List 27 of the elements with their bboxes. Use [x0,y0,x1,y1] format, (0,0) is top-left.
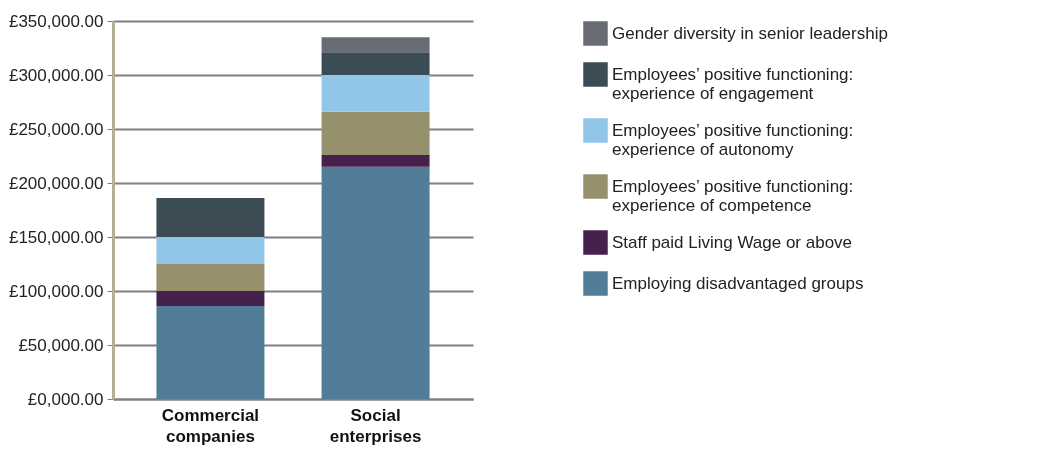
legend-label: Employing disadvantaged groups [612,273,864,293]
x-tick-label: Social enterprises [329,405,422,446]
y-tick-label: £350,000.00 [8,11,104,31]
y-tick-label: £50,000.00 [18,335,104,355]
bar [156,198,265,237]
y-tick-label: £300,000.00 [8,65,104,85]
bar [321,154,430,167]
bar [321,37,430,53]
y-tick-label: £250,000.00 [8,119,104,139]
bar [156,237,265,264]
bar [321,166,430,399]
legend-label: Employees’ positive functioning: experience of competence [612,176,854,215]
bar [321,111,430,155]
y-tick-label: £0,000.00 [27,389,104,409]
y-tick-label: £150,000.00 [8,227,104,247]
legend-label: Employees’ positive functioning: experience of engagement [612,64,854,103]
x-tick-label: Commercial companies [161,405,260,446]
legend-label: Employees’ positive functioning: experience of autonomy [612,120,854,159]
bar [321,52,430,75]
bar [156,306,265,399]
bar [156,264,265,291]
y-tick-label: £200,000.00 [8,173,104,193]
legend-label: Gender diversity in senior leadership [612,23,888,43]
bar [321,75,430,112]
y-tick-label: £100,000.00 [8,281,104,301]
bar [156,291,265,307]
legend-label: Staff paid Living Wage or above [612,232,853,252]
